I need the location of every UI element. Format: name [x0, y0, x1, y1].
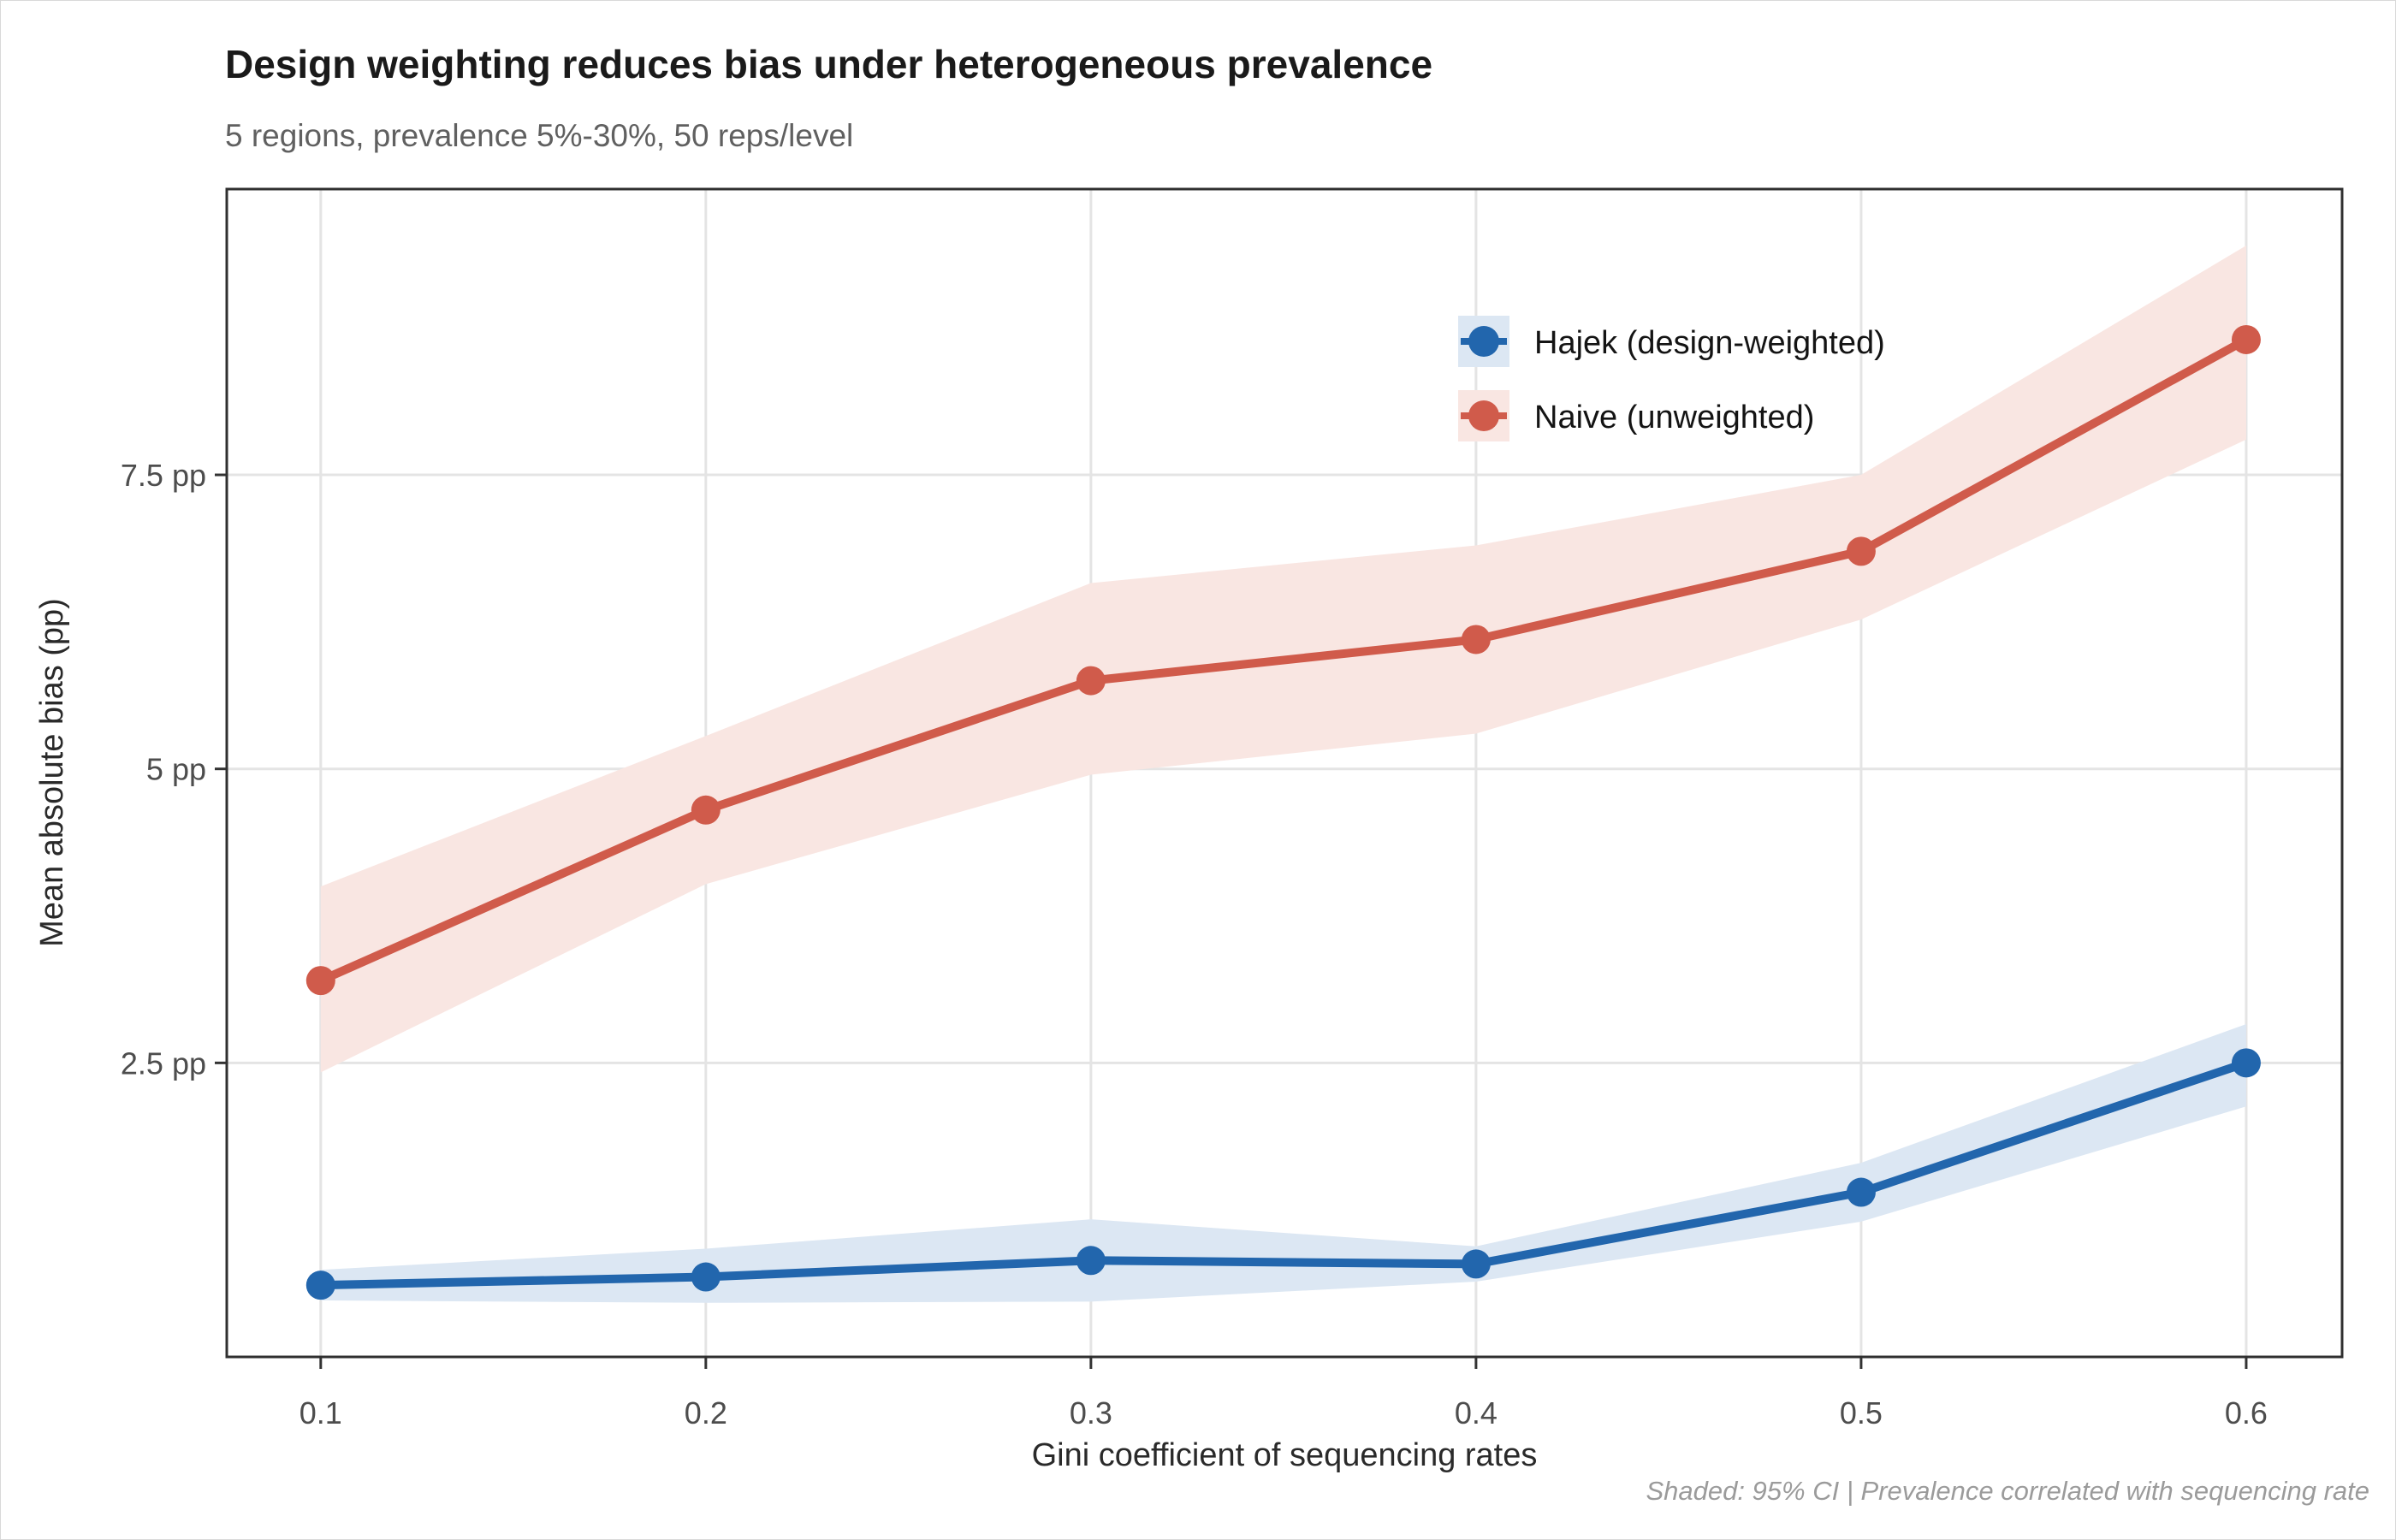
data-point-naive [1076, 666, 1106, 696]
legend-point-naive-icon [1468, 400, 1499, 431]
data-point-naive [1461, 625, 1491, 654]
data-point-naive [691, 795, 721, 825]
data-point-naive [305, 966, 335, 996]
x-axis-title: Gini coefficient of sequencing rates [1032, 1437, 1538, 1473]
y-tick-label: 7.5 pp [121, 458, 206, 493]
data-point-hajek [2231, 1048, 2261, 1078]
x-tick-label: 0.5 [1840, 1395, 1883, 1430]
caption: Shaded: 95% CI | Prevalence correlated w… [1646, 1476, 2369, 1506]
data-point-naive [2231, 324, 2261, 354]
data-point-hajek [305, 1270, 335, 1300]
data-point-naive [1846, 536, 1876, 566]
panel-border [225, 187, 2344, 1359]
series-line-hajek [316, 1058, 2251, 1290]
ci-ribbon-hajek [320, 1023, 2246, 1303]
legend-point-hajek-icon [1468, 326, 1499, 357]
legend: Hajek (design-weighted) Naive (unweighte… [1458, 316, 1885, 441]
x-tick-label: 0.6 [2225, 1395, 2268, 1430]
chart-title: Design weighting reduces bias under hete… [225, 42, 1432, 86]
data-point-hajek [1461, 1249, 1491, 1279]
legend-item-hajek: Hajek (design-weighted) [1458, 316, 1885, 367]
data-point-hajek [1076, 1246, 1106, 1276]
legend-label-naive: Naive (unweighted) [1534, 400, 1814, 435]
chart-subtitle: 5 regions, prevalence 5%-30%, 50 reps/le… [225, 118, 853, 153]
y-tick-label: 5 pp [146, 752, 206, 787]
x-tick-label: 0.4 [1455, 1395, 1498, 1430]
data-point-hajek [691, 1262, 721, 1292]
y-tick-label: 2.5 pp [121, 1045, 206, 1081]
y-axis-title: Mean absolute bias (pp) [34, 598, 70, 947]
x-tick-label: 0.2 [685, 1395, 727, 1430]
series-line-naive [316, 335, 2251, 986]
legend-item-naive: Naive (unweighted) [1458, 390, 1814, 441]
data-point-hajek [1846, 1177, 1876, 1207]
panel-background [227, 189, 2342, 1357]
x-tick-label: 0.3 [1070, 1395, 1112, 1430]
plot-area: 0.1 0.2 0.3 0.4 0.5 0.6 2.5 pp 5 pp 7.5 pp [121, 189, 2342, 1430]
legend-label-hajek: Hajek (design-weighted) [1534, 325, 1885, 361]
x-tick-label: 0.1 [300, 1395, 342, 1430]
